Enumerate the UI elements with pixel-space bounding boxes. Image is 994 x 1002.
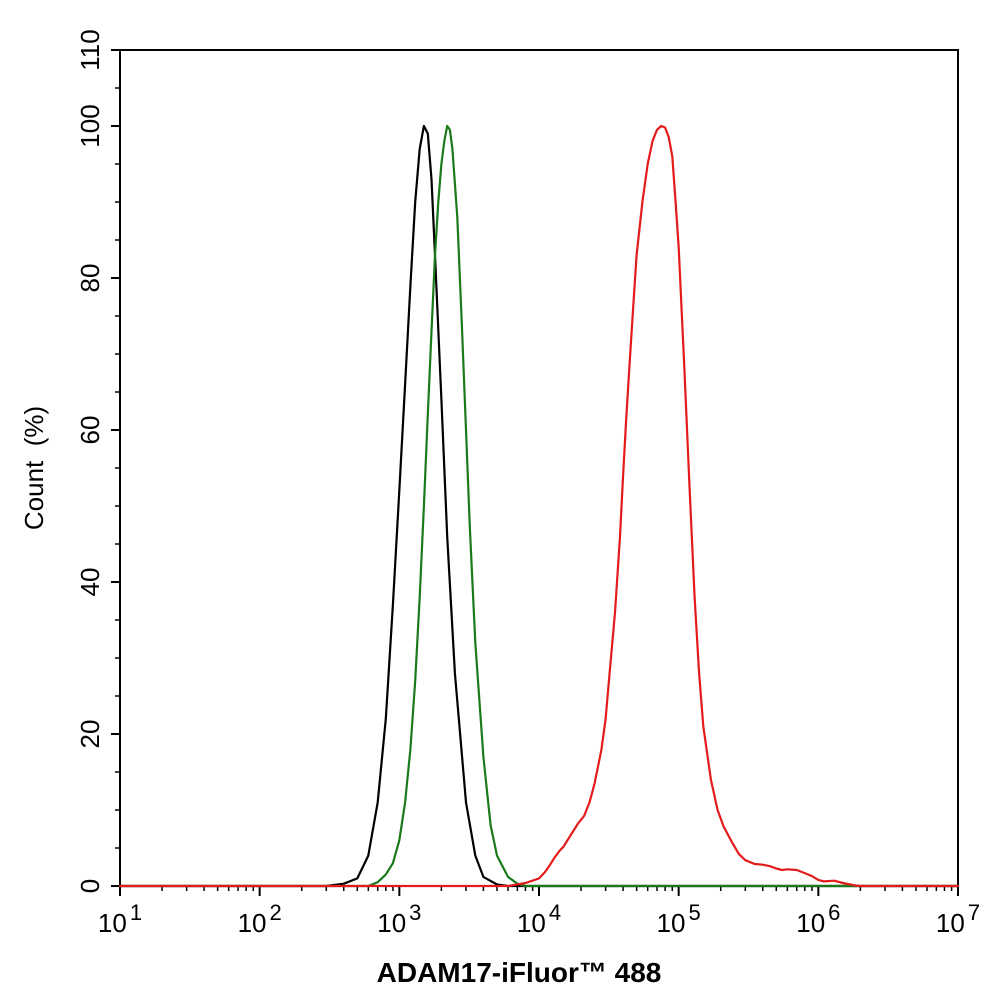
x-tick-label: 10 1 bbox=[98, 900, 142, 938]
series-lines bbox=[118, 124, 960, 888]
x-axis-label: ADAM17-iFluor™ 488 bbox=[377, 957, 662, 988]
y-tick-label: 100 bbox=[75, 104, 105, 147]
y-tick-label: 20 bbox=[75, 720, 105, 749]
x-tick-base: 10 bbox=[238, 908, 267, 938]
x-tick-label: 10 2 bbox=[238, 900, 282, 938]
x-tick-base: 10 bbox=[657, 908, 686, 938]
x-tick-label: 10 6 bbox=[796, 900, 840, 938]
x-tick-exponent: 3 bbox=[409, 900, 421, 925]
x-tick-exponent: 4 bbox=[549, 900, 561, 925]
x-tick-base: 10 bbox=[377, 908, 406, 938]
y-axis: 0 20 40 60 80 100 110 bbox=[75, 29, 120, 893]
x-tick-label: 10 7 bbox=[936, 900, 980, 938]
x-axis: 10 1 10 2 10 3 10 4 10 5 10 6 10 7 bbox=[98, 886, 980, 938]
y-tick-label: 110 bbox=[75, 29, 105, 70]
y-tick-label: 0 bbox=[75, 879, 105, 893]
plot-frame bbox=[119, 49, 959, 887]
x-tick-label: 10 3 bbox=[377, 900, 421, 938]
y-axis-label: Count (%) bbox=[19, 406, 49, 530]
x-tick-exponent: 1 bbox=[130, 900, 142, 925]
series-line-1 bbox=[118, 124, 960, 888]
y-tick-label: 40 bbox=[75, 568, 105, 597]
x-tick-base: 10 bbox=[796, 908, 825, 938]
x-tick-label: 10 4 bbox=[517, 900, 561, 938]
y-tick-label: 80 bbox=[75, 264, 105, 293]
series-line-3 bbox=[118, 124, 960, 888]
x-tick-exponent: 7 bbox=[968, 900, 980, 925]
x-tick-base: 10 bbox=[936, 908, 965, 938]
x-tick-exponent: 2 bbox=[270, 900, 282, 925]
x-tick-base: 10 bbox=[98, 908, 127, 938]
x-tick-label: 10 5 bbox=[657, 900, 701, 938]
plot-area bbox=[119, 49, 959, 887]
y-tick-label: 60 bbox=[75, 416, 105, 445]
series-line-2 bbox=[118, 124, 960, 888]
x-tick-base: 10 bbox=[517, 908, 546, 938]
x-tick-exponent: 5 bbox=[689, 900, 701, 925]
x-tick-exponent: 6 bbox=[828, 900, 840, 925]
